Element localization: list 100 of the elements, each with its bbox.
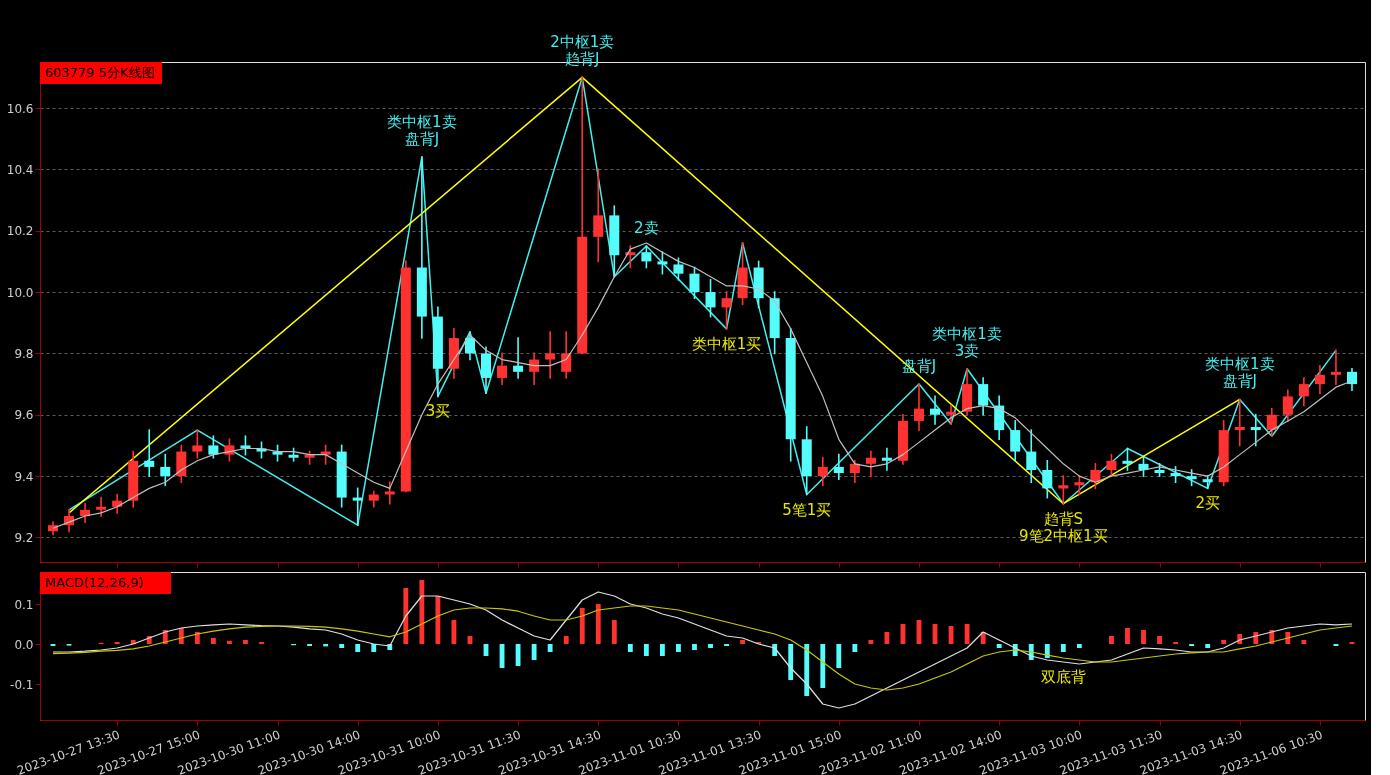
candlestick bbox=[1074, 475, 1085, 496]
y-tick-label: -0.1 bbox=[10, 677, 34, 692]
annotation: 2中枢1卖 bbox=[550, 33, 615, 52]
chart-title: 603779 5分K线图 bbox=[45, 65, 155, 80]
bar bbox=[243, 640, 248, 644]
bar bbox=[435, 596, 441, 644]
candlestick bbox=[1122, 447, 1133, 471]
line-series bbox=[52, 591, 1353, 709]
bar bbox=[868, 640, 874, 644]
candlestick bbox=[144, 429, 155, 477]
bar bbox=[611, 620, 617, 644]
annotation: 盘背J bbox=[1222, 372, 1257, 391]
candlestick bbox=[1138, 456, 1149, 477]
y-tick-label: 0.0 bbox=[14, 637, 34, 652]
bar bbox=[692, 644, 697, 650]
bar bbox=[1157, 636, 1162, 644]
candlestick bbox=[352, 487, 363, 526]
bar bbox=[884, 632, 890, 644]
annotation: 3卖 bbox=[954, 341, 980, 360]
candlestick bbox=[913, 383, 924, 431]
y-tick-label: 9.4 bbox=[14, 469, 34, 484]
bar bbox=[740, 640, 746, 644]
annotation: 趋背S bbox=[1043, 509, 1084, 528]
annotation: 9笔2中枢1买 bbox=[1019, 526, 1108, 545]
bar bbox=[194, 632, 200, 644]
y-tick-label: 10.2 bbox=[6, 224, 34, 239]
candlestick bbox=[593, 168, 604, 263]
bar bbox=[627, 644, 633, 652]
candlestick bbox=[545, 331, 556, 379]
candlestick bbox=[641, 245, 652, 269]
candlestick bbox=[1330, 349, 1341, 385]
y-tick-label: 10.6 bbox=[6, 101, 34, 116]
bar bbox=[708, 644, 713, 648]
annotation: 类中枢1卖 bbox=[932, 324, 1002, 343]
candlestick bbox=[96, 496, 107, 517]
bar bbox=[643, 644, 649, 656]
candlestick bbox=[1314, 364, 1325, 395]
bar bbox=[788, 644, 794, 680]
bar bbox=[1141, 630, 1146, 644]
bar bbox=[852, 644, 858, 652]
bar bbox=[531, 644, 537, 660]
candlestick bbox=[160, 453, 171, 487]
candlestick bbox=[513, 337, 524, 379]
bar bbox=[227, 640, 232, 644]
bar bbox=[403, 588, 409, 644]
annotation: 3买 bbox=[425, 402, 451, 421]
annotation: 类中枢1卖 bbox=[387, 113, 457, 132]
bar bbox=[1044, 644, 1050, 658]
annotation: 类中枢1买 bbox=[691, 334, 762, 353]
candlestick bbox=[865, 450, 876, 477]
candlestick bbox=[657, 251, 668, 275]
bar bbox=[371, 644, 377, 652]
annotation: 类中枢1卖 bbox=[1204, 355, 1275, 374]
candlestick bbox=[497, 352, 508, 385]
y-tick-label: 10.4 bbox=[6, 162, 34, 177]
bar bbox=[563, 636, 569, 644]
candlestick bbox=[881, 447, 892, 471]
y-tick-label: 9.6 bbox=[14, 408, 34, 423]
bar bbox=[676, 644, 681, 652]
line-series bbox=[52, 605, 1353, 691]
bar bbox=[515, 644, 521, 666]
bar bbox=[595, 604, 601, 644]
candlestick bbox=[833, 453, 844, 480]
bar bbox=[547, 644, 553, 652]
bar bbox=[996, 644, 1002, 648]
bar bbox=[820, 644, 826, 688]
candlestick bbox=[1234, 398, 1245, 447]
bar bbox=[355, 644, 361, 652]
bar bbox=[1221, 640, 1227, 644]
candlestick bbox=[1106, 453, 1117, 477]
annotation: 盘背J bbox=[404, 130, 440, 149]
bar bbox=[579, 608, 585, 644]
bar bbox=[339, 644, 345, 648]
candlestick bbox=[1282, 389, 1293, 422]
candlestick bbox=[1010, 420, 1021, 462]
candlestick bbox=[384, 481, 395, 505]
bar bbox=[804, 644, 810, 696]
candlestick bbox=[1058, 475, 1069, 505]
bar bbox=[659, 644, 665, 656]
y-tick-label: 9.8 bbox=[14, 346, 34, 361]
candlestick bbox=[946, 404, 957, 425]
y-tick-label: 9.2 bbox=[14, 530, 34, 545]
candlestick bbox=[192, 429, 203, 459]
candlestick bbox=[721, 291, 732, 330]
candlestick bbox=[561, 331, 572, 379]
chart-title: MACD(12,26,9) bbox=[45, 575, 144, 590]
candlestick bbox=[464, 331, 475, 361]
annotation: 2买 bbox=[1195, 494, 1220, 513]
bar bbox=[1076, 644, 1082, 648]
candlestick bbox=[689, 266, 700, 299]
bar bbox=[1205, 644, 1211, 648]
bar bbox=[419, 580, 425, 644]
y-tick-label: 10.0 bbox=[6, 285, 34, 300]
candlestick bbox=[208, 435, 219, 459]
bar bbox=[964, 624, 970, 644]
bar bbox=[836, 644, 842, 668]
candlestick bbox=[930, 395, 941, 425]
annotation: 双底背 bbox=[1040, 668, 1086, 686]
candlestick bbox=[673, 257, 684, 281]
bar bbox=[1109, 636, 1114, 644]
